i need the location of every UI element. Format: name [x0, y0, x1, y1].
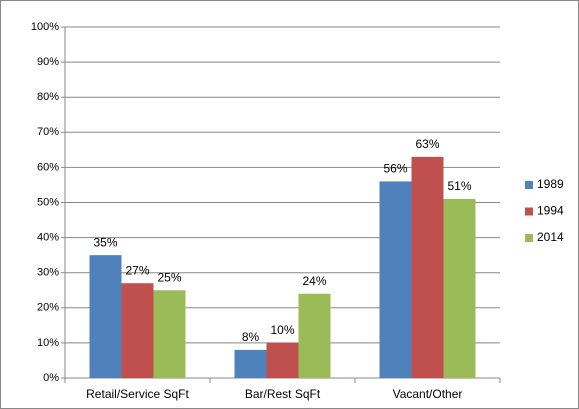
- bar: [266, 342, 299, 378]
- bar: [379, 181, 412, 378]
- value-label: 8%: [242, 330, 260, 344]
- bar: [89, 255, 122, 378]
- y-tick-label: 50%: [37, 196, 59, 208]
- y-tick-label: 80%: [37, 91, 59, 103]
- x-tick-label: Retail/Service SqFt: [86, 387, 189, 401]
- value-label: 63%: [415, 137, 439, 151]
- y-tick-label: 10%: [37, 337, 59, 349]
- bar: [234, 349, 267, 378]
- x-tick-label: Vacant/Other: [393, 387, 463, 401]
- legend-label: 1994: [537, 204, 564, 218]
- value-label: 25%: [157, 270, 181, 284]
- y-tick-label: 20%: [37, 302, 59, 314]
- value-label: 35%: [93, 235, 117, 249]
- value-label: 24%: [302, 274, 326, 288]
- value-label: 51%: [447, 179, 471, 193]
- y-tick-label: 60%: [37, 161, 59, 173]
- y-tick-label: 30%: [37, 267, 59, 279]
- bar: [121, 283, 154, 378]
- bar: [153, 290, 186, 378]
- y-tick-label: 0%: [43, 372, 59, 384]
- y-tick-label: 40%: [37, 232, 59, 244]
- bar: [443, 198, 476, 378]
- y-tick-label: 100%: [31, 21, 59, 33]
- y-tick-label: 70%: [37, 126, 59, 138]
- legend-label: 2014: [537, 230, 564, 244]
- value-label: 27%: [125, 263, 149, 277]
- value-label: 56%: [383, 162, 407, 176]
- y-tick-label: 90%: [37, 56, 59, 68]
- x-tick-label: Bar/Rest SqFt: [245, 387, 321, 401]
- legend-swatch: [525, 181, 533, 189]
- bar: [298, 293, 331, 378]
- legend-label: 1989: [537, 177, 564, 191]
- legend-swatch: [525, 207, 533, 216]
- bar: [411, 156, 444, 378]
- value-label: 10%: [270, 323, 294, 337]
- legend-swatch: [525, 234, 533, 242]
